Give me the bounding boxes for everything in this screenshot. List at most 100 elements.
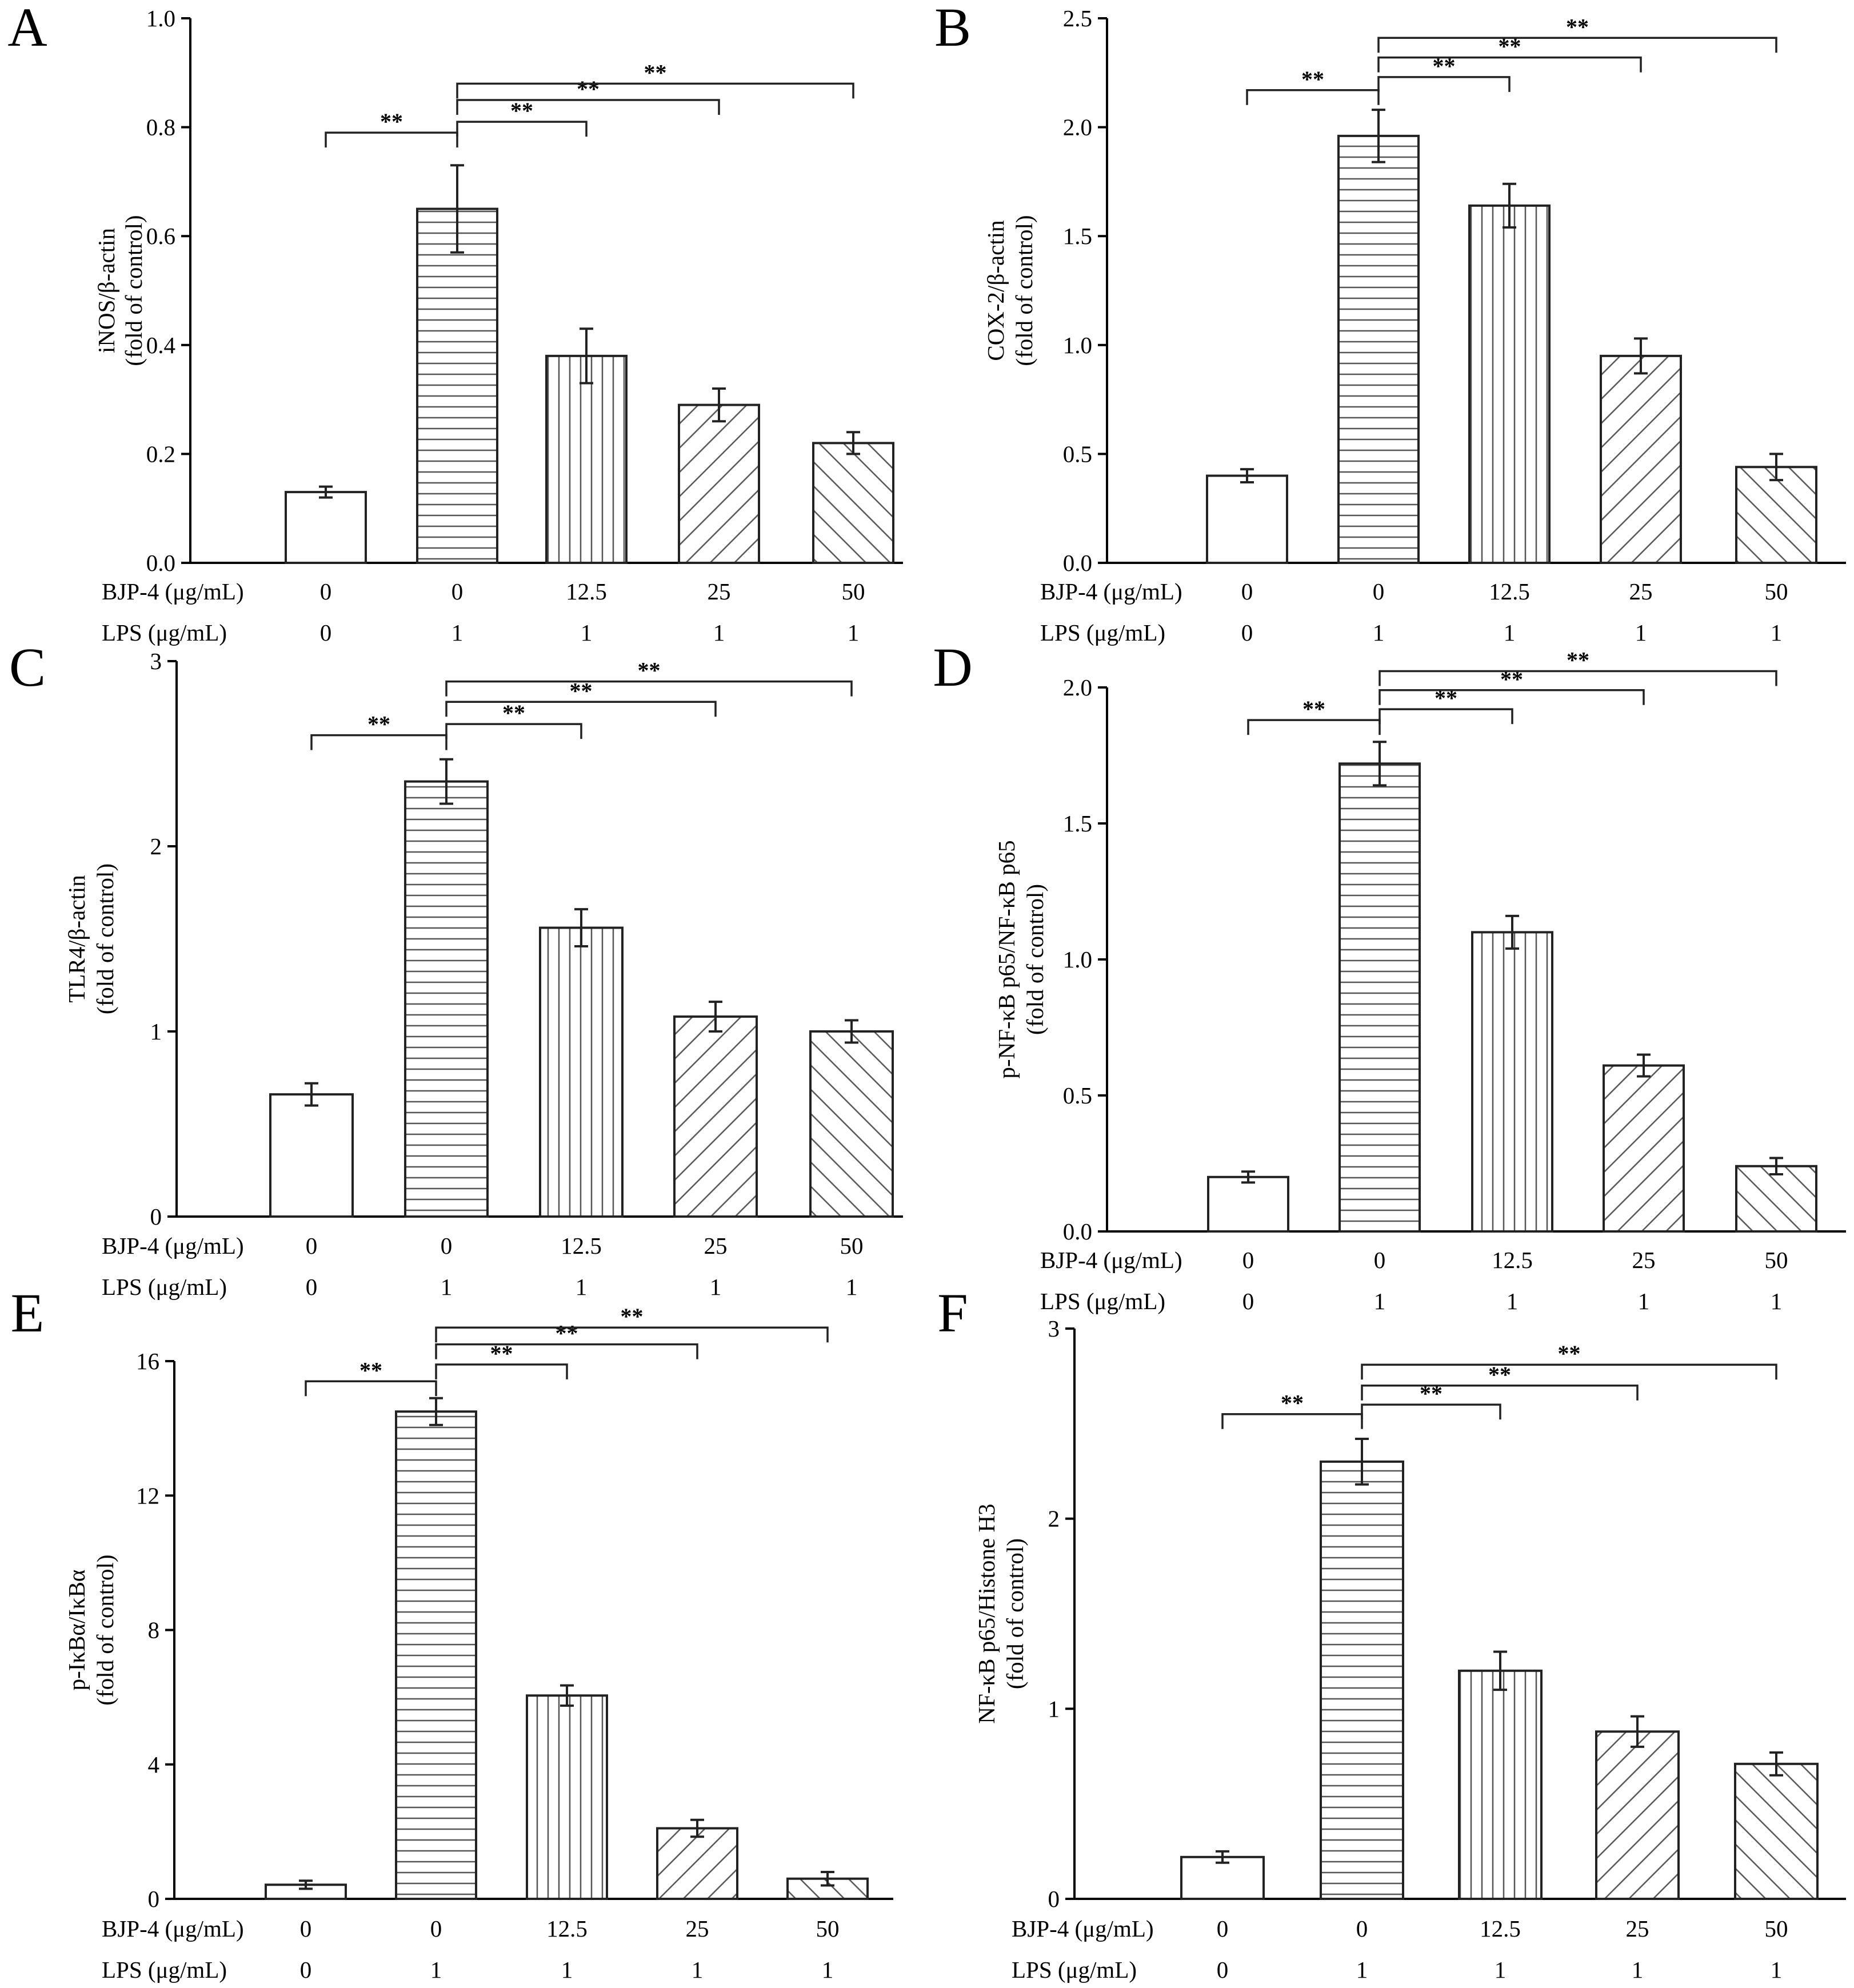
y-tick-label: 0.6	[146, 223, 175, 249]
significance-label: **	[380, 109, 403, 134]
significance-label: **	[1567, 647, 1589, 673]
significance-label: **	[556, 1321, 578, 1346]
lps-dose-label: 0	[1217, 1957, 1229, 1983]
lps-dose-label: 1	[713, 619, 725, 646]
lps-dose-label: 1	[846, 1274, 858, 1300]
panel-label: A	[7, 0, 47, 58]
bjp4-dose-label: 12.5	[1492, 1247, 1533, 1273]
row-label-bjp4: BJP-4 (μg/mL)	[1040, 1247, 1182, 1273]
y-tick-label: 2	[150, 833, 162, 859]
y-tick-label: 4	[148, 1751, 160, 1778]
y-axis-label: NF-κB p65/Histone H3	[973, 1503, 1000, 1723]
significance-bracket	[1221, 1413, 1363, 1429]
significance-bracket	[310, 734, 447, 750]
row-label-lps: LPS (μg/mL)	[1012, 1957, 1137, 1983]
bjp4-dose-label: 0	[1242, 1247, 1254, 1273]
y-tick-label: 1	[1048, 1695, 1060, 1722]
y-tick-label: 1	[150, 1018, 162, 1045]
lps-dose-label: 1	[1771, 1288, 1783, 1314]
row-label-bjp4: BJP-4 (μg/mL)	[1012, 1915, 1154, 1942]
y-axis-label: iNOS/β-actin	[93, 228, 119, 353]
bjp4-dose-label: 0	[320, 578, 332, 605]
bar	[1338, 762, 1421, 1233]
lps-dose-label: 1	[1632, 1957, 1644, 1983]
lps-dose-label: 1	[822, 1957, 834, 1983]
significance-label: **	[510, 98, 533, 123]
lps-dose-label: 0	[306, 1274, 318, 1300]
lps-dose-label: 1	[1374, 1288, 1386, 1314]
y-tick-label: 0.0	[1063, 1218, 1092, 1245]
bjp4-dose-label: 25	[708, 578, 731, 605]
significance-bracket	[305, 1380, 437, 1397]
bjp4-dose-label: 0	[300, 1915, 312, 1942]
significance-label: **	[502, 700, 525, 726]
significance-label: **	[367, 711, 390, 737]
bjp4-dose-label: 0	[1356, 1915, 1368, 1942]
panel-d: D 0.0 0.5 1.0 1.5 2.0 p-NF-κB p65/NF-κB p65 (fo…	[933, 637, 1846, 1314]
bar	[656, 1827, 738, 1900]
row-label-lps: LPS (μg/mL)	[102, 619, 227, 646]
y-axis-unit-label: (fold of control)	[1011, 215, 1037, 366]
y-tick-label: 0.0	[1063, 550, 1092, 576]
significance-label: **	[1500, 666, 1523, 692]
bar	[1471, 931, 1553, 1233]
lps-dose-label: 1	[1638, 1288, 1650, 1314]
y-tick-label: 0.8	[146, 114, 175, 141]
significance-label: **	[1420, 1381, 1443, 1406]
y-tick-label: 3	[150, 648, 162, 674]
lps-dose-label: 1	[1373, 619, 1385, 646]
bar	[1320, 1460, 1404, 1901]
lps-dose-label: 1	[581, 619, 593, 646]
bar	[1337, 134, 1420, 564]
significance-bracket	[1377, 37, 1777, 53]
bjp4-dose-label: 0	[1373, 578, 1385, 605]
bar	[809, 1030, 894, 1218]
y-axis-label: p-IκBα/IκBα	[63, 1570, 90, 1691]
panel-c: C 0 1 2 3 TLR4/β-actin (fold of control) ** ** **…	[9, 637, 903, 1300]
row-label-lps: LPS (μg/mL)	[1040, 1288, 1165, 1314]
bjp4-dose-label: 25	[704, 1233, 728, 1259]
y-tick-label: 0	[1048, 1886, 1060, 1912]
y-tick-label: 0	[148, 1886, 160, 1912]
bar	[1206, 474, 1288, 565]
panel-label: C	[9, 637, 46, 698]
row-label-lps: LPS (μg/mL)	[1040, 619, 1165, 646]
y-axis-unit-label: (fold of control)	[92, 863, 118, 1014]
panel-a: A 0.0 0.2 0.4 0.6 0.8 1.0 iNOS/β-actin (fold of …	[7, 0, 903, 646]
lps-dose-label: 1	[1771, 619, 1783, 646]
significance-bracket	[445, 680, 853, 697]
bjp4-dose-label: 12.5	[561, 1233, 602, 1259]
bar	[1207, 1175, 1289, 1233]
y-tick-label: 16	[136, 1348, 159, 1374]
lps-dose-label: 1	[1635, 619, 1647, 646]
row-label-bjp4: BJP-4 (μg/mL)	[1040, 578, 1182, 605]
significance-bracket	[1377, 56, 1642, 73]
bar	[1735, 1165, 1817, 1233]
bar	[395, 1410, 477, 1900]
y-axis-unit-label: (fold of control)	[1022, 884, 1048, 1035]
significance-label: **	[1566, 14, 1589, 39]
bjp4-dose-label: 50	[816, 1915, 840, 1942]
y-tick-label: 1.0	[146, 5, 175, 31]
bjp4-dose-label: 25	[686, 1915, 709, 1942]
significance-bracket	[435, 1343, 698, 1359]
bjp4-dose-label: 0	[306, 1233, 318, 1259]
bar	[545, 354, 628, 564]
significance-bracket	[1378, 670, 1777, 686]
y-tick-label: 0.0	[146, 550, 175, 576]
bjp4-dose-label: 0	[1217, 1915, 1229, 1942]
y-tick-label: 2.0	[1063, 674, 1092, 701]
panel-e: E 0 4 8 12 16 p-IκBα/IκBα (fold of control) ** **…	[11, 1282, 893, 1983]
significance-bracket	[1377, 76, 1511, 92]
row-label-bjp4: BJP-4 (μg/mL)	[102, 578, 244, 605]
bar	[1735, 466, 1817, 564]
significance-bracket	[1361, 1403, 1501, 1420]
bar	[526, 1694, 608, 1900]
bjp4-dose-label: 50	[842, 578, 865, 605]
lps-dose-label: 0	[300, 1957, 312, 1983]
lps-dose-label: 1	[1356, 1957, 1368, 1983]
significance-label: **	[644, 59, 667, 85]
y-axis-label: TLR4/β-actin	[63, 875, 90, 1003]
significance-bracket	[445, 723, 582, 739]
